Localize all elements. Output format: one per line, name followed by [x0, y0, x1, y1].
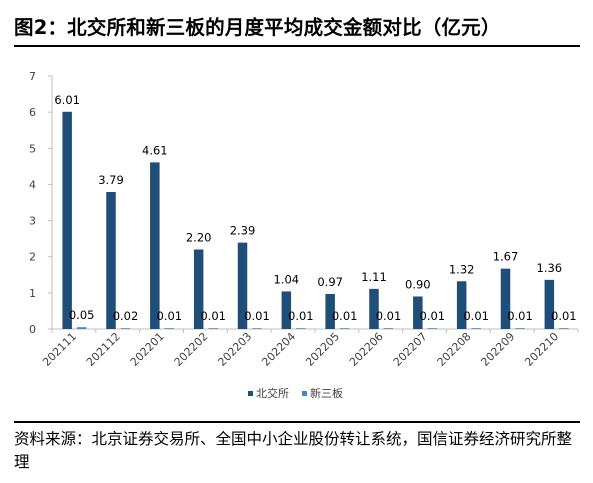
- x-axis: 202111 202112 202201 202202 202203 202204 2022…: [40, 328, 579, 369]
- x-tick-label: 202201: [128, 330, 167, 369]
- bar-beijiao: [193, 249, 204, 329]
- legend-label-beijiao: 北交所: [256, 386, 289, 400]
- data-label-beijiao: 0.90: [405, 277, 431, 291]
- legend: 北交所 新三板: [248, 386, 343, 400]
- x-tick-label: 202206: [347, 330, 386, 369]
- x-tick-label: 202112: [84, 330, 123, 369]
- data-label-xinsanban: 0.01: [507, 309, 533, 323]
- data-label-xinsanban: 0.01: [244, 309, 270, 323]
- data-label-beijiao: 3.79: [98, 173, 124, 187]
- bar-xinsanban: [559, 328, 569, 329]
- bar-beijiao: [281, 291, 292, 329]
- bar-beijiao: [106, 192, 116, 329]
- data-label-xinsanban: 0.05: [69, 308, 95, 322]
- data-label-beijiao: 0.97: [317, 275, 343, 289]
- bar-xinsanban: [76, 327, 87, 329]
- bar-beijiao: [62, 111, 72, 329]
- x-tick-label: 202205: [303, 330, 342, 369]
- bar-xinsanban: [471, 328, 481, 329]
- bar-beijiao: [325, 293, 335, 329]
- x-tick-label: 202209: [478, 330, 517, 369]
- data-label-xinsanban: 0.01: [200, 309, 226, 323]
- legend-label-xinsanban: 新三板: [310, 386, 343, 400]
- data-label-beijiao: 1.11: [361, 270, 387, 284]
- data-label-xinsanban: 0.01: [332, 309, 358, 323]
- data-label-beijiao: 1.04: [274, 272, 300, 286]
- y-tick-label: 0: [29, 323, 36, 336]
- bar-beijiao: [369, 288, 379, 329]
- source-divider: [14, 421, 580, 423]
- data-label-beijiao: 2.39: [230, 224, 256, 238]
- x-tick-label: 202202: [172, 330, 211, 369]
- source-note: 资料来源：北京证券交易所、全国中小企业股份转让系统，国信证券经济研究所整理: [14, 430, 573, 471]
- y-tick-label: 4: [29, 178, 36, 191]
- data-label-beijiao: 1.67: [493, 250, 519, 264]
- bar-xinsanban: [339, 328, 350, 329]
- x-tick-label: 202208: [435, 330, 474, 369]
- data-label-xinsanban: 0.01: [551, 309, 577, 323]
- data-label-beijiao: 4.61: [142, 143, 168, 157]
- data-label-xinsanban: 0.01: [463, 309, 489, 323]
- bar-beijiao: [456, 281, 467, 329]
- bar-xinsanban: [383, 328, 394, 329]
- data-label-beijiao: 6.01: [54, 93, 80, 107]
- y-tick-label: 2: [29, 251, 36, 264]
- x-tick-label: 202111: [40, 330, 79, 369]
- data-label-beijiao: 1.36: [537, 261, 563, 275]
- bar-beijiao: [544, 279, 555, 329]
- data-label-xinsanban: 0.01: [157, 309, 183, 323]
- title-divider: [14, 45, 580, 47]
- data-label-xinsanban: 0.01: [376, 309, 402, 323]
- y-tick-label: 7: [29, 70, 36, 83]
- bar-xinsanban: [252, 328, 262, 329]
- bar-xinsanban: [208, 328, 218, 329]
- bar-xinsanban: [164, 328, 175, 329]
- bar-beijiao: [500, 268, 511, 329]
- y-axis: 0 1 2 3 4 5 6 7: [29, 70, 53, 336]
- y-tick-label: 1: [29, 287, 36, 300]
- data-label-beijiao: 1.32: [449, 262, 475, 276]
- x-tick-label: 202203: [215, 330, 254, 369]
- bar-xinsanban: [427, 328, 438, 329]
- data-label-xinsanban: 0.01: [288, 309, 314, 323]
- bar-beijiao: [237, 242, 248, 329]
- bar-xinsanban: [120, 328, 131, 329]
- chart-title: 图2：北交所和新三板的月度平均成交金额对比（亿元）: [14, 16, 501, 39]
- y-tick-label: 6: [29, 106, 36, 119]
- bar-xinsanban: [296, 328, 306, 329]
- legend-swatch-xinsanban: [302, 391, 307, 396]
- x-tick-label: 202204: [259, 330, 298, 369]
- y-tick-label: 5: [29, 142, 36, 155]
- bars: [62, 111, 569, 329]
- y-tick-label: 3: [29, 215, 36, 228]
- x-tick-label: 202207: [391, 330, 430, 369]
- bar-beijiao: [413, 296, 423, 329]
- bar-xinsanban: [515, 328, 525, 329]
- data-label-xinsanban: 0.02: [113, 309, 139, 323]
- data-label-beijiao: 2.20: [186, 230, 212, 244]
- legend-swatch-beijiao: [248, 391, 253, 396]
- x-tick-label: 202210: [522, 330, 561, 369]
- data-labels: 6.01 3.79 4.61 2.20 2.39 1.04 0.97 1.11 0.90 1.32…: [54, 93, 576, 323]
- data-label-xinsanban: 0.01: [420, 309, 446, 323]
- bar-beijiao: [150, 162, 160, 329]
